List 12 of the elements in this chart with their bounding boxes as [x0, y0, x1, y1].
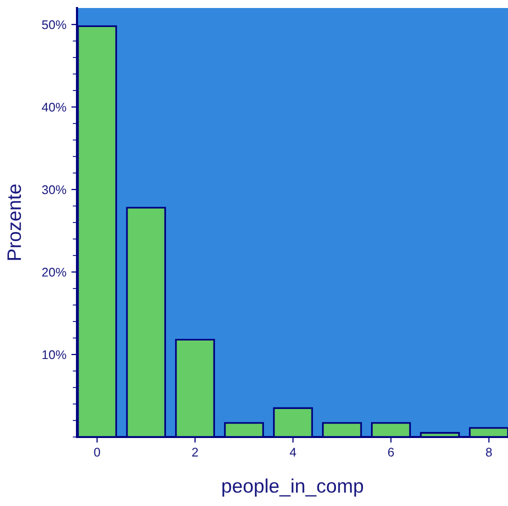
y-tick-label: 10%: [42, 350, 66, 360]
y-tick-label: 20%: [42, 268, 66, 277]
x-tick-label: 8: [486, 448, 492, 457]
x-tick-label: 0: [94, 448, 100, 457]
x-axis-title: people_in_comp: [222, 478, 364, 497]
y-tick-label: 50%: [42, 20, 66, 30]
x-tick-label: 2: [192, 448, 198, 456]
y-axis-title: Prozente: [7, 184, 22, 260]
x-tick-label: 4: [290, 448, 296, 456]
y-tick-label: 40%: [42, 102, 66, 112]
y-tick-label: 30%: [42, 185, 66, 194]
x-tick-label: 6: [388, 448, 394, 457]
